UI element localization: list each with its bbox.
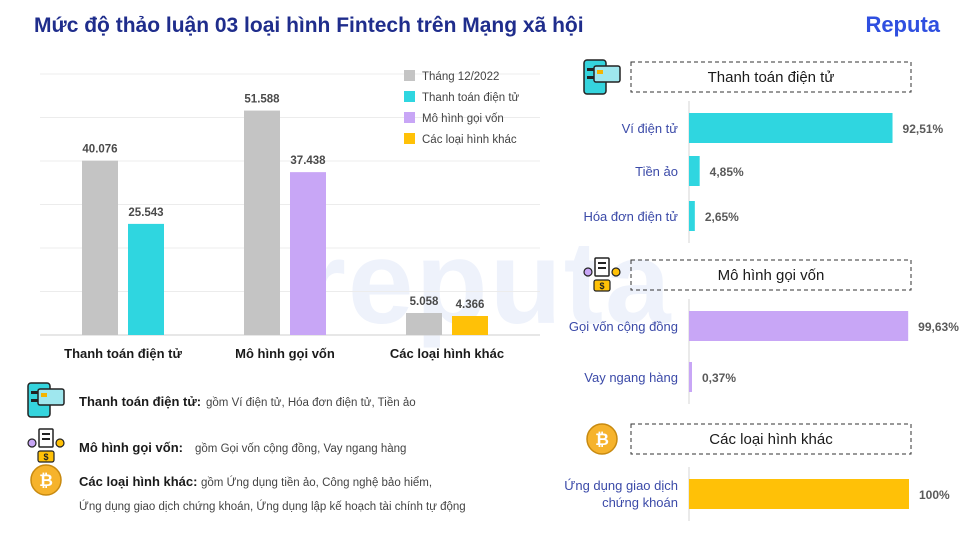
legend-label: Các loại hình khác [422, 134, 517, 146]
person-left [27, 438, 37, 448]
brand-logo: Reputa [865, 12, 940, 37]
legend-label: Thanh toán điện tử [422, 92, 520, 104]
dollar-sign: $ [43, 452, 48, 462]
legend-swatch [404, 91, 415, 102]
person-left [583, 267, 593, 277]
dollar-sign: $ [599, 281, 604, 291]
note-title: Các loại hình khác: [79, 474, 197, 489]
note-description: gồm Gọi vốn cộng đồng, Vay ngang hàng [195, 443, 406, 455]
bar-value-label: 51.588 [244, 94, 280, 106]
category-label: Thanh toán điện tử [64, 346, 182, 361]
bitcoin-coin-icon: ₿ [586, 423, 618, 455]
hbar-value-label: 4,85% [710, 165, 744, 179]
legend-swatch [404, 133, 415, 144]
note-title: Mô hình gọi vốn: [79, 440, 183, 455]
hbar-value-label: 2,65% [705, 210, 739, 224]
panel-title-box [630, 61, 912, 93]
panel-title: Mô hình gọi vốn [718, 267, 825, 284]
panel-title-box [630, 259, 912, 291]
doc-line [598, 267, 606, 269]
coin-symbol: ₿ [39, 471, 53, 490]
hbar-category-label: Gọi vốn cộng đồng [569, 319, 678, 334]
hbar-category-label: Ví điện tử [622, 121, 679, 136]
bar-category [128, 223, 164, 335]
hbar-category-label: Hóa đơn điện tử [583, 209, 678, 224]
person-right [55, 438, 65, 448]
note-description: gồm Ứng dụng tiền ảo, Công nghệ bảo hiểm… [201, 476, 432, 489]
card-chip [597, 70, 603, 74]
doc-line [598, 262, 606, 264]
crowdfunding-icon: $ [583, 257, 621, 292]
category-label: Mô hình gọi vốn [235, 346, 335, 361]
hbar-value-label: 92,51% [903, 122, 944, 136]
hbar-value-label: 0,37% [702, 371, 736, 385]
doc-line [42, 433, 50, 435]
panel-title-box [630, 423, 912, 455]
hbar [689, 201, 695, 231]
hbar [689, 156, 700, 186]
bar-value-label: 40.076 [82, 144, 117, 156]
coin-shape [586, 423, 618, 455]
coin-symbol: ₿ [595, 430, 609, 449]
payment-card-icon [583, 59, 621, 95]
legend-swatch [404, 112, 415, 123]
bar-dec-2022 [406, 312, 442, 335]
hbar-category-label: chứng khoán [602, 495, 678, 510]
panel-title: Thanh toán điện tử [708, 69, 835, 86]
hbar-category-label: Ứng dụng giao dịch [564, 478, 678, 493]
phone-line [587, 76, 597, 79]
hbar [689, 479, 909, 509]
hbar-category-label: Vay ngang hàng [584, 370, 678, 385]
legend-label: Tháng 12/2022 [422, 71, 499, 83]
doc-line [42, 438, 50, 440]
bar-value-label: 25.543 [128, 207, 163, 219]
note-description-line2: Ứng dụng giao dịch chứng khoán, Ứng dụng… [79, 500, 466, 513]
note-title: Thanh toán điện tử: [79, 394, 201, 409]
payment-card-icon [27, 382, 65, 418]
phone-line [31, 399, 41, 402]
coin-shape [30, 464, 62, 496]
legend-label: Mô hình gọi vốn [422, 113, 504, 125]
hbar-value-label: 100% [919, 488, 950, 502]
bar-value-label: 4.366 [456, 299, 485, 311]
card-chip [41, 393, 47, 397]
legend-swatch [404, 70, 415, 81]
bar-category [452, 316, 488, 335]
page-title: Mức độ thảo luận 03 loại hình Fintech tr… [34, 14, 584, 37]
note-description: gồm Ví điện tử, Hóa đơn điện tử, Tiền ảo [206, 397, 416, 409]
bar-dec-2022 [244, 110, 280, 336]
bar-value-label: 37.438 [290, 155, 326, 167]
bar-category [290, 172, 326, 335]
hbar-category-label: Tiền ảo [635, 164, 678, 179]
crowdfunding-icon: $ [27, 428, 65, 463]
hbar [689, 362, 692, 392]
panel-title: Các loại hình khác [709, 431, 833, 448]
category-label: Các loại hình khác [390, 346, 504, 361]
bar-value-label: 5.058 [410, 296, 439, 308]
person-right [611, 267, 621, 277]
bitcoin-coin-icon: ₿ [30, 464, 62, 496]
money-bag [593, 279, 611, 292]
money-bag [37, 450, 55, 463]
hbar-value-label: 99,63% [918, 320, 959, 334]
bar-dec-2022 [82, 160, 118, 335]
hbar [689, 113, 893, 143]
hbar [689, 311, 909, 341]
